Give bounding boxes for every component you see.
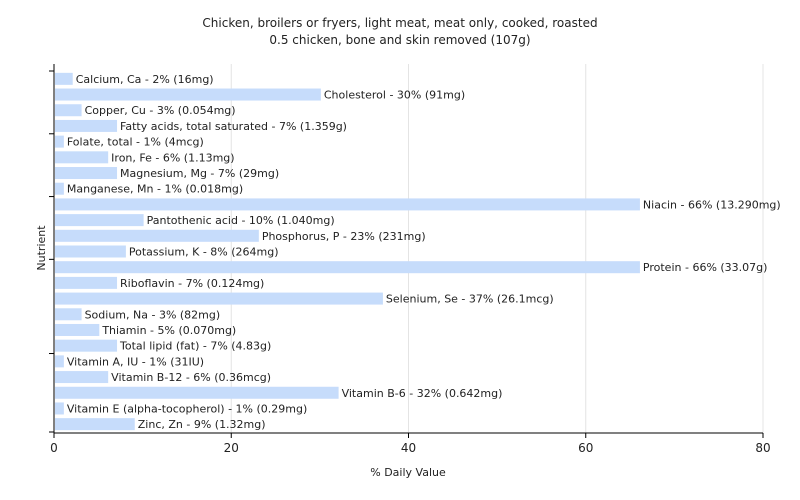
x-tick-label: 40 — [401, 441, 416, 455]
bar-label: Pantothenic acid - 10% (1.040mg) — [147, 214, 335, 227]
bar-label: Magnesium, Mg - 7% (29mg) — [120, 167, 279, 180]
bar-label: Iron, Fe - 6% (1.13mg) — [111, 151, 234, 164]
bars: Calcium, Ca - 2% (16mg) Cholesterol - 30%… — [55, 72, 781, 431]
bar-label: Sodium, Na - 3% (82mg) — [85, 308, 221, 321]
bar — [55, 135, 64, 148]
bar — [55, 72, 73, 85]
bar — [55, 323, 100, 336]
bar-label: Vitamin E (alpha-tocopherol) - 1% (0.29m… — [67, 402, 307, 415]
bar — [55, 261, 640, 274]
x-axis-title: % Daily Value — [370, 466, 446, 479]
bar — [55, 182, 64, 195]
bar — [55, 371, 109, 384]
gridlines — [230, 64, 764, 433]
x-tick-label: 20 — [224, 441, 239, 455]
bar — [55, 276, 118, 289]
bar-label: Phosphorus, P - 23% (231mg) — [262, 230, 426, 243]
bar — [55, 386, 339, 399]
bar-label: Riboflavin - 7% (0.124mg) — [120, 277, 264, 290]
bar — [55, 402, 64, 415]
axes: 0 20 40 60 80 — [49, 64, 771, 455]
x-tick-label: 0 — [50, 441, 58, 455]
chart-subtitle: 0.5 chicken, bone and skin removed (107g… — [269, 33, 530, 47]
bar — [55, 308, 82, 321]
bar — [55, 229, 259, 242]
bar-label: Cholesterol - 30% (91mg) — [324, 89, 465, 102]
bar — [55, 167, 118, 180]
x-tick-label: 60 — [578, 441, 593, 455]
bar-label: Total lipid (fat) - 7% (4.83g) — [119, 340, 271, 353]
chart-title: Chicken, broilers or fryers, light meat,… — [202, 16, 597, 30]
bar-label: Niacin - 66% (13.290mg) — [643, 198, 781, 211]
bar — [55, 418, 135, 431]
bar-label: Zinc, Zn - 9% (1.32mg) — [138, 418, 266, 431]
bar — [55, 151, 109, 164]
bar — [55, 119, 118, 132]
bar-label: Vitamin B-6 - 32% (0.642mg) — [342, 387, 503, 400]
bar-label: Calcium, Ca - 2% (16mg) — [76, 73, 214, 86]
x-tick-label: 80 — [755, 441, 770, 455]
bar-label: Copper, Cu - 3% (0.054mg) — [85, 104, 236, 117]
bar-label: Folate, total - 1% (4mcg) — [67, 136, 204, 149]
bar-label: Potassium, K - 8% (264mg) — [129, 246, 279, 259]
bar-label: Vitamin A, IU - 1% (31IU) — [67, 355, 204, 368]
y-axis-title: Nutrient — [35, 225, 48, 271]
bar — [55, 198, 640, 211]
bar-label: Selenium, Se - 37% (26.1mcg) — [386, 293, 554, 306]
bar-label: Protein - 66% (33.07g) — [643, 261, 768, 274]
bar — [55, 355, 64, 368]
bar-label: Thiamin - 5% (0.070mg) — [101, 324, 236, 337]
bar — [55, 214, 144, 227]
bar — [55, 88, 321, 101]
bar-label: Fatty acids, total saturated - 7% (1.359… — [120, 120, 347, 133]
bar — [55, 245, 126, 258]
bar — [55, 339, 118, 352]
bar — [55, 292, 383, 305]
bar — [55, 104, 82, 117]
bar-label: Vitamin B-12 - 6% (0.36mcg) — [111, 371, 271, 384]
bar-label: Manganese, Mn - 1% (0.018mg) — [67, 183, 243, 196]
